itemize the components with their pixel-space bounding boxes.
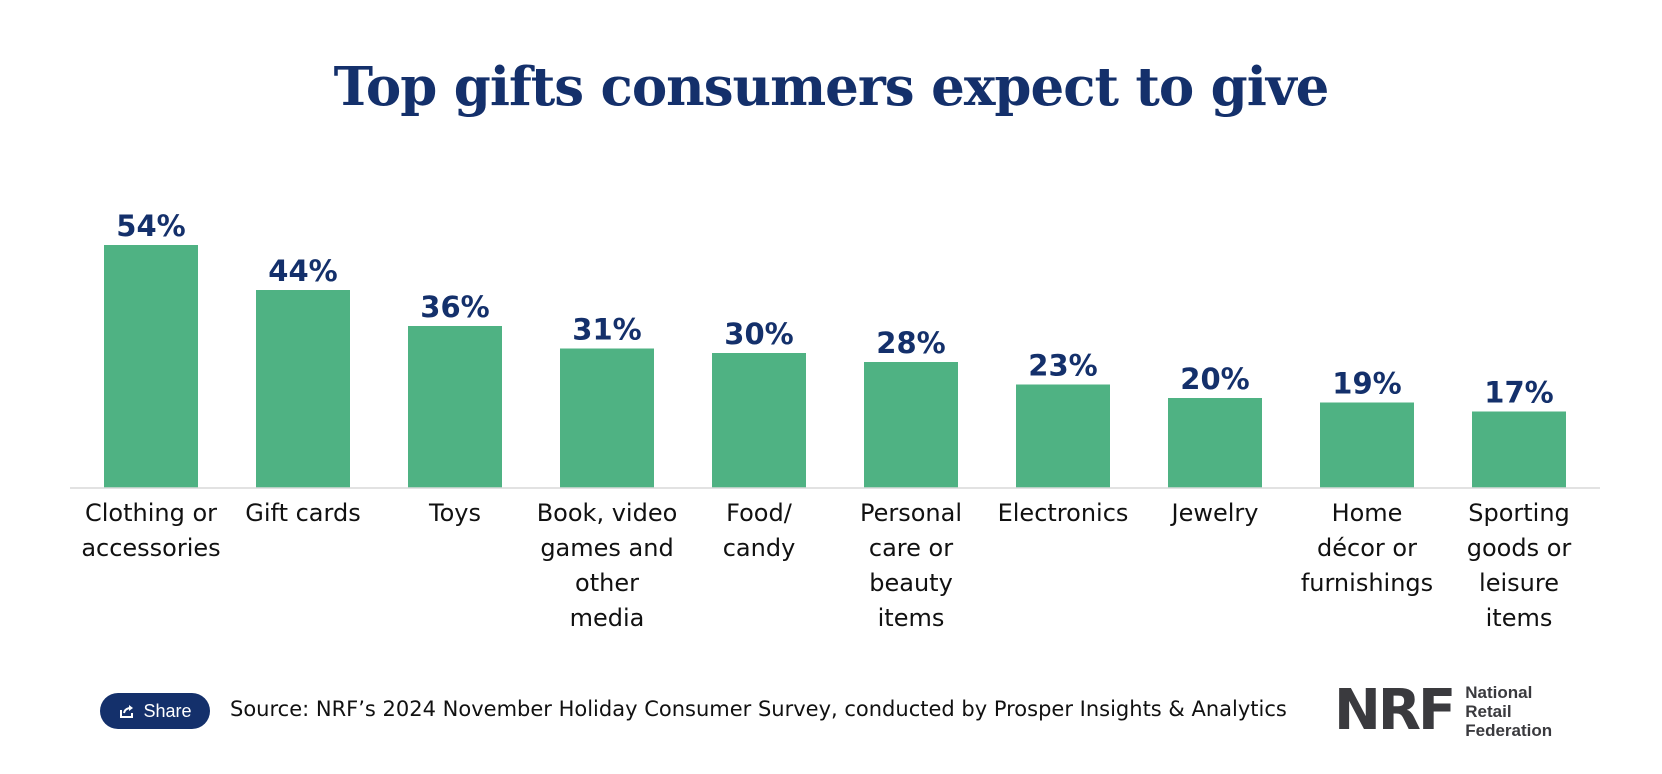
category-labels-group: Clothing or accessories Gift cards Toys Book… [81, 499, 1571, 632]
category-label-line: care or [869, 534, 953, 562]
category-label-line: media [570, 604, 645, 632]
category-label-line: leisure [1479, 569, 1559, 597]
bar [1320, 402, 1414, 488]
category-label: Electronics [998, 499, 1129, 527]
bar [864, 362, 958, 488]
bar [1472, 411, 1566, 488]
chart-title: Top gifts consumers expect to give [333, 56, 1330, 118]
bars-group [104, 245, 1566, 488]
bar [1016, 384, 1110, 488]
source-note: Source: NRF’s 2024 November Holiday Cons… [230, 697, 1287, 721]
value-label: 44% [268, 254, 337, 288]
category-label: Toys [428, 499, 481, 527]
category-label-line: Book, video [537, 499, 678, 527]
category-label-line: Home [1332, 499, 1403, 527]
category-label: Jewelry [1170, 499, 1259, 527]
category-label: Personal care or beauty items [860, 499, 962, 632]
nrf-logo: NRF National Retail Federation [1334, 678, 1552, 743]
category-label-line: goods or [1467, 534, 1572, 562]
value-label: 36% [420, 290, 489, 324]
share-button[interactable]: Share [100, 693, 210, 729]
category-label-line: items [878, 604, 945, 632]
bar [712, 353, 806, 488]
nrf-logo-name: National Retail Federation [1465, 683, 1552, 740]
category-label-line: other [575, 569, 639, 597]
nrf-logo-name-line: Retail [1465, 701, 1512, 721]
nrf-logo-mark: NRF [1334, 678, 1456, 743]
value-labels-group: 54% 44% 36% 31% 30% 28% 23% 20% 19% 17% [116, 209, 1553, 410]
category-label-line: Gift cards [245, 499, 360, 527]
category-label-line: furnishings [1301, 569, 1433, 597]
value-label: 30% [724, 317, 793, 351]
category-label-line: candy [723, 534, 796, 562]
category-label-line: beauty [869, 569, 953, 597]
value-label: 54% [116, 209, 185, 243]
category-label: Clothing or accessories [81, 499, 220, 562]
category-label-line: décor or [1317, 534, 1417, 562]
value-label: 20% [1180, 362, 1249, 396]
share-label: Share [143, 700, 192, 721]
nrf-logo-name-line: Federation [1465, 720, 1553, 740]
category-label-line: accessories [81, 534, 220, 562]
category-label: Sporting goods or leisure items [1467, 499, 1572, 632]
bar [408, 326, 502, 488]
category-label: Food/candy [723, 499, 796, 562]
value-label: 28% [876, 326, 945, 360]
bar [104, 245, 198, 488]
value-label: 31% [572, 313, 641, 347]
category-label-line: Food/ [726, 499, 793, 527]
bar-chart: 54% 44% 36% 31% 30% 28% 23% 20% 19% 17% Clothing … [70, 209, 1600, 632]
share-icon [118, 703, 135, 720]
bar [256, 290, 350, 488]
category-label-line: Jewelry [1170, 499, 1259, 527]
category-label-line: Personal [860, 499, 962, 527]
category-label-line: items [1486, 604, 1553, 632]
category-label-line: Toys [428, 499, 481, 527]
nrf-logo-name-line: National [1465, 682, 1533, 702]
category-label-line: Electronics [998, 499, 1129, 527]
category-label-line: games and [540, 534, 673, 562]
category-label: Gift cards [245, 499, 360, 527]
value-label: 17% [1484, 376, 1553, 410]
category-label-line: Sporting [1468, 499, 1570, 527]
value-label: 19% [1332, 367, 1401, 401]
category-label: Book, video games and other media [537, 499, 678, 632]
value-label: 23% [1028, 349, 1097, 383]
bar [560, 348, 654, 488]
category-label-line: Clothing or [85, 499, 217, 527]
bar [1168, 398, 1262, 488]
category-label: Home décor or furnishings [1301, 499, 1433, 597]
